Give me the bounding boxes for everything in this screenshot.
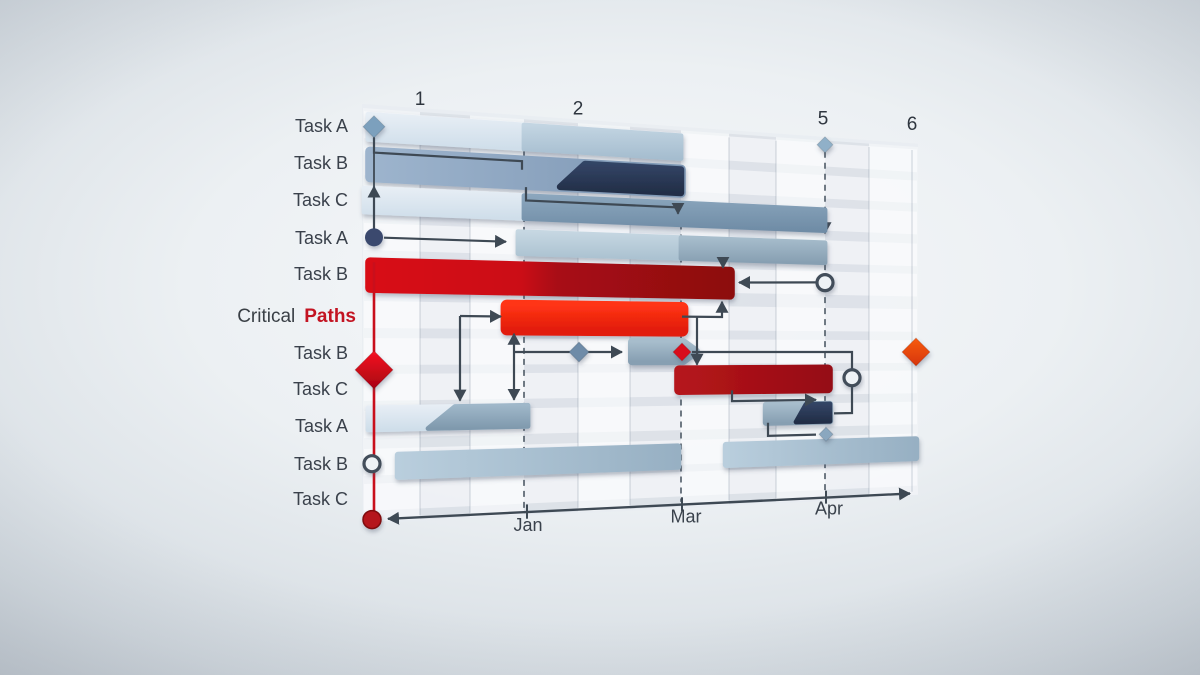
time-axis-line — [387, 487, 911, 525]
milestone-task-a-start — [362, 114, 386, 139]
task-bar — [722, 436, 920, 468]
task-bar — [678, 235, 828, 266]
month-label: Mar — [671, 506, 702, 526]
row-label: Task C — [293, 489, 348, 509]
row-label: Task A — [295, 416, 348, 436]
milestone-week5 — [816, 136, 834, 154]
paths-label-part: Paths — [304, 306, 356, 327]
month-label: Apr — [815, 499, 843, 519]
node-row8-open — [842, 368, 862, 388]
row-label: Task A — [295, 228, 348, 248]
row-label: Task C — [293, 190, 348, 210]
task-bar — [425, 402, 531, 431]
task-bar — [361, 185, 527, 221]
task-bar — [394, 443, 682, 480]
task-bar — [793, 401, 833, 425]
dependency-connector — [681, 300, 729, 319]
row-label: Task B — [294, 264, 348, 284]
milestone-right-orange — [901, 337, 931, 367]
task-bars-group — [361, 111, 920, 480]
dependency-connector — [730, 390, 817, 407]
task-bar-critical — [365, 257, 735, 300]
critical-label-part: Critical — [237, 306, 295, 327]
dependency-connector — [459, 309, 502, 323]
row-label: Task B — [294, 153, 348, 173]
task-bar — [521, 122, 684, 161]
week-number: 5 — [818, 109, 829, 130]
row-label: Task A — [295, 116, 348, 136]
dependency-connector — [766, 422, 817, 438]
node-row5-open — [815, 273, 835, 293]
week-number: 1 — [415, 89, 426, 110]
row-label: Task B — [294, 454, 348, 474]
row-label: Task B — [294, 343, 348, 363]
node-row4-filled — [365, 228, 383, 247]
milestone-row7-red — [672, 342, 692, 362]
milestone-row9-small — [818, 426, 834, 443]
row-label-critical-paths: Critical Paths — [237, 306, 356, 327]
task-bar-critical — [674, 364, 833, 396]
month-label: Jan — [513, 515, 542, 535]
dependency-connector — [372, 137, 524, 170]
task-bar-critical — [500, 299, 689, 337]
task-bar — [515, 229, 684, 261]
dependency-connector — [383, 234, 507, 248]
week-number: 2 — [573, 99, 584, 120]
task-bar — [556, 160, 685, 197]
milestone-critical-big-red — [354, 350, 394, 390]
row-label: Task C — [293, 379, 348, 399]
milestone-row7-steel — [568, 341, 590, 363]
node-origin-red — [362, 509, 382, 530]
node-row10-open — [362, 454, 382, 474]
dependency-connector — [524, 187, 685, 215]
week-number: 6 — [907, 114, 918, 135]
